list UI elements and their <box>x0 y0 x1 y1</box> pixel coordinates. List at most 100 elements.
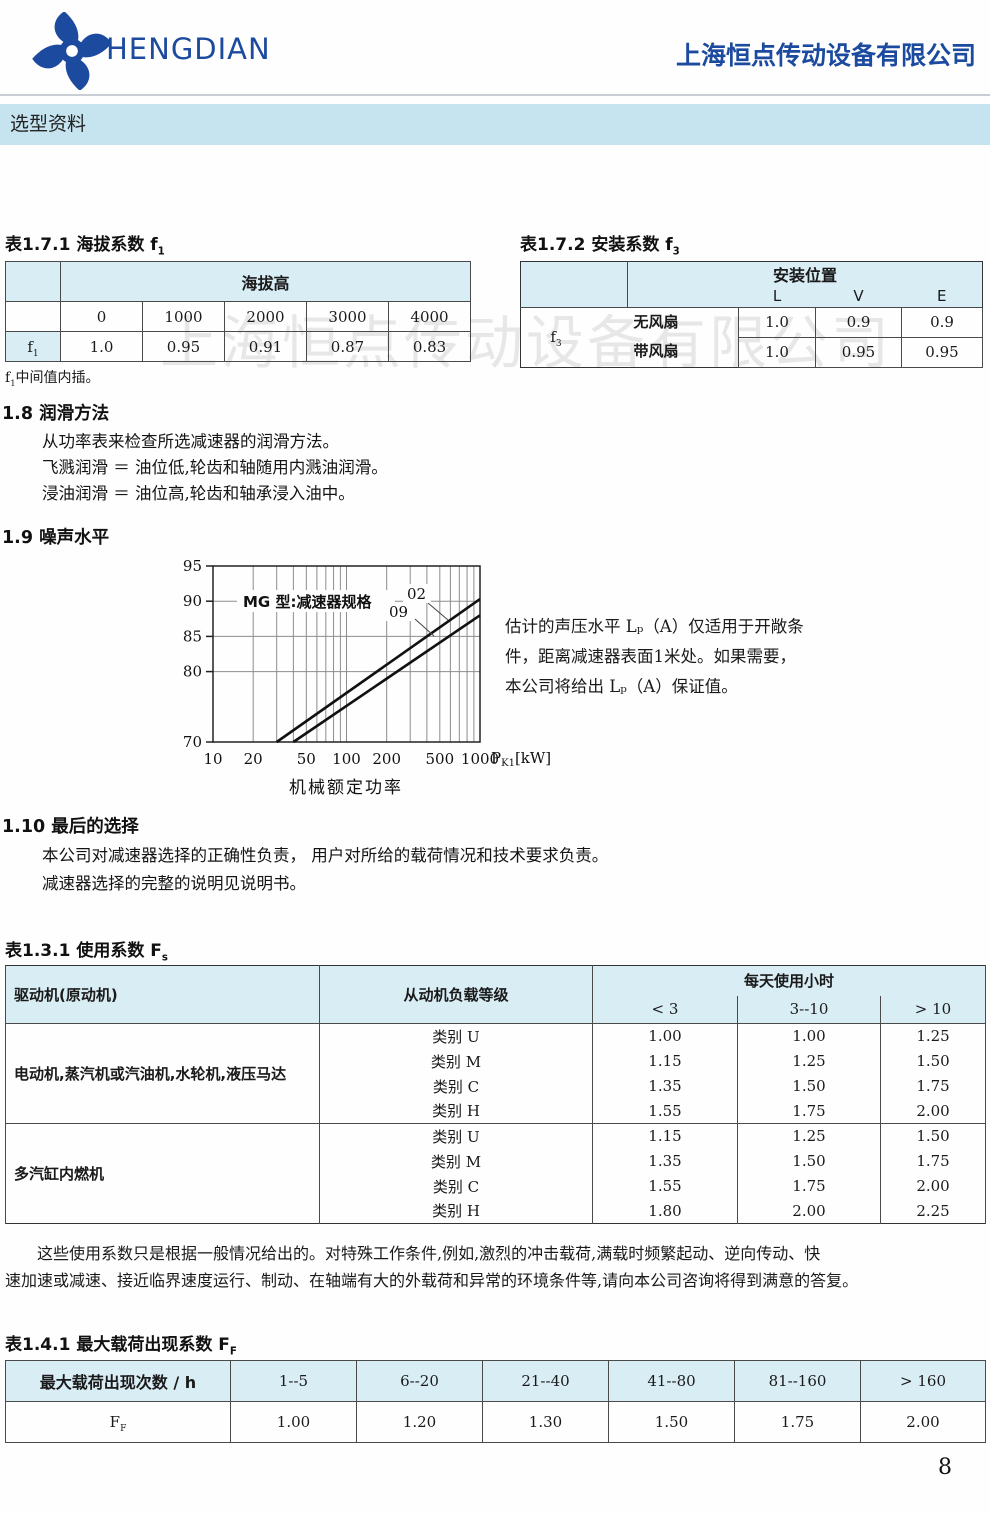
f3-symbol: f3 <box>550 328 562 349</box>
fs-value: 2.00 <box>737 1198 881 1224</box>
fs-value: 1.75 <box>737 1098 881 1124</box>
f1-value: 0.91 <box>224 331 307 362</box>
series-label-02: 02 <box>407 585 426 603</box>
svg-text:50: 50 <box>297 750 316 768</box>
hours-range: > 10 <box>879 995 987 1024</box>
fs-value: 1.25 <box>737 1123 881 1149</box>
f3-value: 1.0 <box>738 336 816 368</box>
fs-value: 1.35 <box>592 1148 738 1174</box>
chart-plot-border <box>212 565 481 743</box>
company-name: 上海恒点传动设备有限公司 <box>675 41 976 70</box>
driver-column-header: 驱动机(原动机) <box>5 965 320 1024</box>
section-110-line: 本公司对减速器选择的正确性负责， 用户对所给的载荷情况和技术要求负责。 <box>42 846 609 865</box>
service-factor-footnote: 这些使用系数只是根据一般情况给出的。对特殊工作条件,例如,激烈的冲击载荷,满载时… <box>5 1244 859 1290</box>
section-18-line: 浸油润滑 ＝ 油位高,轮齿和轴承浸入油中。 <box>42 484 355 503</box>
f3-row-head: f3 无风扇 带风扇 <box>521 307 739 367</box>
hours-per-day-header: 每天使用小时 <box>591 965 987 996</box>
page-number: 8 <box>938 1455 952 1480</box>
table-131-title: 表1.3.1 使用系数 Fs <box>5 941 168 964</box>
fs-value: 1.50 <box>737 1073 881 1099</box>
fs-value: 1.15 <box>592 1123 738 1149</box>
f3-value: 0.9 <box>815 306 902 338</box>
peak-load-factor-table: 最大载荷出现次数 / h 1--5 6--20 21--40 41--80 81… <box>5 1360 986 1443</box>
peak-load-row-label: 最大载荷出现次数 / h <box>5 1360 231 1402</box>
fs-value: 1.50 <box>879 1048 987 1074</box>
svg-text:200: 200 <box>372 750 401 768</box>
fs-value: 1.80 <box>592 1198 738 1224</box>
f1-row-head: f1 <box>5 331 61 362</box>
occurrence-range: 41--80 <box>608 1360 735 1402</box>
load-class: 类别 C <box>319 1073 593 1099</box>
header-divider <box>0 94 990 96</box>
section-110-line: 减速器选择的完整的说明见说明书。 <box>42 874 306 893</box>
position-V: V <box>815 286 902 308</box>
ff-value: 1.20 <box>356 1401 483 1443</box>
hours-range: 3--10 <box>737 995 881 1024</box>
f3-value: 0.9 <box>900 306 984 338</box>
fs-value: 2.00 <box>879 1098 987 1124</box>
section-18-line: 从功率表来检查所选减速器的润滑方法。 <box>42 432 339 451</box>
svg-text:80: 80 <box>183 663 202 681</box>
altitude-tick: 4000 <box>387 301 472 332</box>
table-171-title: 表1.7.1 海拔系数 f1 <box>5 235 165 258</box>
load-class: 类别 C <box>319 1173 593 1199</box>
mounting-factor-table: 安装位置 L V E f3 无风扇 带风扇 1.0 0.9 0.9 <box>520 261 984 368</box>
leader-02 <box>427 602 449 621</box>
fs-value: 1.55 <box>592 1173 738 1199</box>
fs-value: 1.25 <box>879 1023 987 1049</box>
svg-text:95: 95 <box>183 557 202 575</box>
noise-note: 估计的声压水平 Lₚ（A）仅适用于开敞条 件，距离减速器表面1米处。如果需要， … <box>505 617 804 696</box>
ff-value: 1.50 <box>608 1401 735 1443</box>
table-171-note: f1中间值内插。 <box>5 370 100 388</box>
f1-value: 1.0 <box>60 331 143 362</box>
hengdian-logo-icon <box>32 12 112 90</box>
f3-value: 1.0 <box>738 306 816 338</box>
fs-value: 1.50 <box>737 1148 881 1174</box>
position-E: E <box>901 286 983 308</box>
fs-value: 1.15 <box>592 1048 738 1074</box>
load-class-column-header: 从动机负载等级 <box>319 965 593 1024</box>
altitude-tick: 2000 <box>224 301 307 332</box>
ff-value: 2.00 <box>860 1401 986 1443</box>
section-110-title: 1.10 最后的选择 <box>2 817 139 837</box>
svg-text:90: 90 <box>183 592 202 610</box>
corner-cell <box>5 261 61 302</box>
section-18-line: 飞溅润滑 ＝ 油位低,轮齿和轴随用内溅油润滑。 <box>42 458 388 477</box>
with-fan-label: 带风扇 <box>633 342 679 360</box>
chart-series-lines <box>275 598 481 744</box>
svg-text:85: 85 <box>183 627 202 645</box>
no-fan-label: 无风扇 <box>633 313 679 331</box>
load-class: 类别 M <box>319 1148 593 1174</box>
f3-value: 0.95 <box>815 336 902 368</box>
svg-text:70: 70 <box>183 733 202 751</box>
occurrence-range: 21--40 <box>482 1360 609 1402</box>
fs-value: 2.00 <box>879 1173 987 1199</box>
corner-cell <box>520 261 628 286</box>
occurrence-range: > 160 <box>860 1360 986 1402</box>
fs-value: 1.35 <box>592 1073 738 1099</box>
occurrence-range: 81--160 <box>734 1360 861 1402</box>
driver-group-label: 电动机,蒸汽机或汽油机,水轮机,液压马达 <box>5 1023 320 1124</box>
fs-value: 1.50 <box>879 1123 987 1149</box>
load-class: 类别 M <box>319 1048 593 1074</box>
x-axis-title: 机械额定功率 <box>289 778 403 798</box>
svg-text:1000: 1000 <box>461 750 499 768</box>
mg-type-label: MG 型:减速器规格 <box>243 593 372 611</box>
service-factor-table: 驱动机(原动机) 从动机负载等级 每天使用小时 < 3 3--10 > 10 电… <box>5 965 987 1224</box>
altitude-tick: 3000 <box>306 301 389 332</box>
driver-group-label: 多汽缸内燃机 <box>5 1123 320 1224</box>
load-class: 类别 U <box>319 1023 593 1049</box>
altitude-factor-table: 海拔高 0 1000 2000 3000 4000 f1 1.0 0.95 0.… <box>5 261 472 362</box>
chart-inner-labels: MG 型:减速器规格 02 09 <box>237 584 449 637</box>
f1-value: 0.87 <box>306 331 389 362</box>
empty-cell <box>5 301 61 332</box>
svg-text:20: 20 <box>244 750 263 768</box>
load-class: 类别 H <box>319 1098 593 1124</box>
leader-09 <box>414 618 435 637</box>
fs-value: 1.55 <box>592 1098 738 1124</box>
ff-value: 1.75 <box>734 1401 861 1443</box>
load-class: 类别 U <box>319 1123 593 1149</box>
svg-text:10: 10 <box>203 750 222 768</box>
